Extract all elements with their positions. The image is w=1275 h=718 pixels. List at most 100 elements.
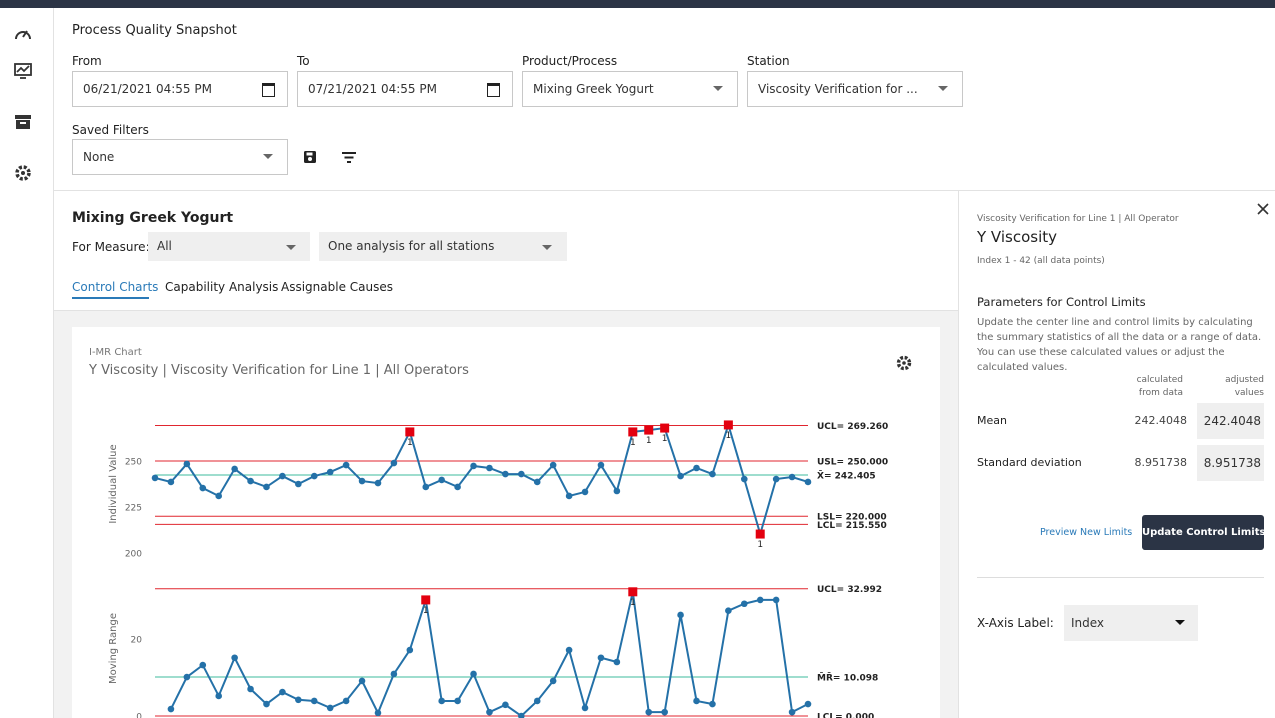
data-point <box>550 678 557 685</box>
date-input[interactable]: 06/21/2021 04:55 PM <box>72 71 288 107</box>
data-point <box>582 489 589 496</box>
archive-icon[interactable] <box>15 115 31 129</box>
data-point <box>709 471 716 478</box>
preview-link[interactable]: Preview New Limits <box>1040 527 1132 538</box>
data-point <box>391 460 398 467</box>
column-header: calculated from data <box>1123 374 1183 400</box>
sidebar <box>0 8 54 718</box>
tab-active[interactable]: Control Charts <box>72 280 158 294</box>
tab[interactable]: Assignable Causes <box>281 280 393 294</box>
limit-label: USL= 250.000 <box>817 458 888 468</box>
data-point <box>614 488 621 495</box>
data-point <box>168 479 175 486</box>
data-point <box>677 612 684 619</box>
data-point <box>534 698 541 705</box>
data-point <box>470 463 477 470</box>
data-point <box>279 689 286 696</box>
select[interactable]: Viscosity Verification for ... <box>747 71 963 107</box>
violation-label: 1 <box>662 434 668 444</box>
select[interactable]: Mixing Greek Yogurt <box>522 71 738 107</box>
data-point <box>741 476 748 483</box>
filter-label: From <box>72 54 102 68</box>
data-point <box>295 481 302 488</box>
data-point <box>454 484 461 491</box>
limit-label: LCL= 0.000 <box>817 713 874 718</box>
data-point <box>184 461 191 468</box>
data-point <box>184 674 191 681</box>
data-point <box>359 478 366 485</box>
calendar-icon[interactable] <box>262 83 275 97</box>
y-tick-label: 250 <box>125 458 142 468</box>
sidebar-icons <box>0 8 53 208</box>
dropdown-arrow <box>938 86 948 91</box>
data-point <box>327 469 334 476</box>
adjusted-input[interactable]: 242.4048 <box>1197 403 1264 439</box>
monitor-icon[interactable] <box>15 64 31 78</box>
data-point <box>598 654 605 661</box>
adjusted-input[interactable]: 8.951738 <box>1197 445 1264 481</box>
select[interactable]: None <box>72 139 288 175</box>
data-point <box>327 705 334 712</box>
filter-icon[interactable] <box>342 153 356 162</box>
update-button[interactable]: Update Control Limits <box>1142 515 1264 550</box>
data-point <box>311 698 318 705</box>
measure-label: For Measure: <box>72 240 150 254</box>
data-point <box>279 473 286 480</box>
date-input[interactable]: 07/21/2021 04:55 PM <box>297 71 513 107</box>
close-icon[interactable] <box>1255 201 1271 217</box>
settings-icon[interactable] <box>17 167 29 179</box>
dashboard-icon[interactable] <box>16 31 30 39</box>
filter-label: Saved Filters <box>72 123 149 137</box>
data-point <box>805 479 812 486</box>
violation-label: 1 <box>757 540 763 550</box>
data-point <box>582 705 589 712</box>
column-header-line: calculated <box>1137 375 1183 385</box>
data-point <box>693 698 700 705</box>
data-point <box>709 701 716 708</box>
tab-underline <box>72 297 149 299</box>
data-point <box>247 478 254 485</box>
data-point <box>231 654 238 661</box>
tab[interactable]: Capability Analysis <box>165 280 278 294</box>
data-point <box>518 471 525 478</box>
panel-section: Parameters for Control Limits <box>977 295 1146 309</box>
violation-label: 1 <box>407 438 413 448</box>
filter-label: Product/Process <box>522 54 617 68</box>
data-point <box>247 686 254 693</box>
data-point <box>215 693 222 700</box>
limit-label: M̄R̄= 10.098 <box>817 672 878 684</box>
panel-range: Index 1 - 42 (all data points) <box>977 256 1105 266</box>
data-point <box>693 465 700 472</box>
data-point <box>789 709 796 716</box>
violation-label: 1 <box>423 606 429 616</box>
column-header-line: from data <box>1139 388 1183 398</box>
data-point <box>168 706 175 713</box>
data-point <box>343 462 350 469</box>
select[interactable]: One analysis for all stations <box>319 232 567 261</box>
data-point <box>231 466 238 473</box>
save-icon[interactable] <box>304 151 316 163</box>
data-point <box>614 659 621 666</box>
top-bar <box>0 0 1275 8</box>
calendar-icon[interactable] <box>487 83 500 97</box>
imr-chart: Individual Value200225250UCL= 269.260USL… <box>72 327 940 718</box>
violation-point <box>628 427 637 436</box>
dropdown-arrow <box>1175 620 1185 625</box>
violation-label: 1 <box>646 436 652 446</box>
data-point <box>311 473 318 480</box>
violation-label: 1 <box>630 598 636 608</box>
chart-settings-icon[interactable] <box>899 358 910 369</box>
data-point <box>757 597 764 604</box>
data-point <box>470 671 477 678</box>
y-tick-label: 20 <box>131 635 143 645</box>
column-header-line: values <box>1235 388 1264 398</box>
data-point <box>773 597 780 604</box>
data-point <box>773 476 780 483</box>
data-point <box>486 465 493 472</box>
y-tick-label: 200 <box>125 550 142 560</box>
dropdown-arrow <box>713 86 723 91</box>
data-point <box>263 701 270 708</box>
limit-label: UCL= 269.260 <box>817 422 888 432</box>
violation-point <box>756 530 765 539</box>
